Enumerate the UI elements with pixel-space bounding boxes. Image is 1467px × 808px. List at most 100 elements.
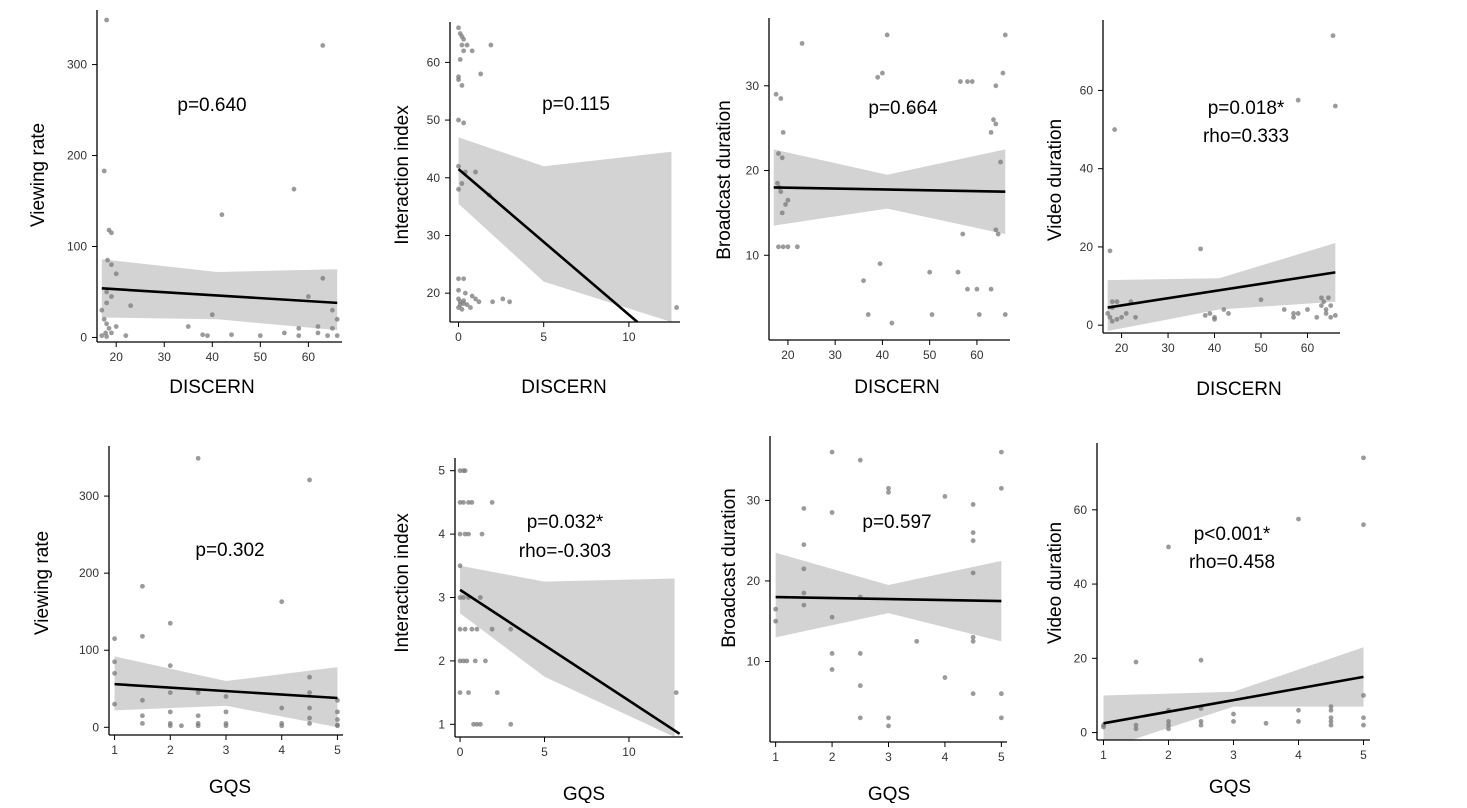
data-point [105, 257, 110, 263]
data-point [1296, 516, 1301, 522]
data-point [1361, 455, 1366, 461]
p-value-annotation: p<0.001* [1194, 524, 1271, 545]
data-point [1361, 522, 1366, 528]
data-point [998, 691, 1004, 697]
x-tick-label: 5 [1360, 748, 1367, 762]
y-tick-label: 0 [80, 330, 87, 344]
data-point [801, 506, 807, 511]
data-point [965, 79, 970, 84]
data-point [970, 538, 976, 544]
plot-area [773, 449, 1004, 729]
data-point [778, 189, 784, 195]
data-point [1295, 97, 1301, 103]
data-point [461, 48, 467, 54]
data-point [1295, 311, 1301, 316]
data-point [1361, 693, 1366, 698]
x-tick-label: 60 [302, 350, 316, 364]
data-point [1291, 311, 1296, 316]
data-point [457, 531, 463, 537]
x-tick-label: 0 [455, 330, 462, 344]
data-point [459, 42, 465, 48]
y-axis-label: Viewing rate [28, 123, 49, 227]
data-point [140, 721, 145, 726]
data-point [456, 186, 461, 192]
data-point [167, 709, 173, 715]
data-point [307, 690, 312, 696]
data-point [1332, 103, 1338, 109]
data-point [1361, 722, 1366, 728]
data-point [476, 299, 482, 305]
data-point [279, 599, 285, 605]
x-axis-label: DISCERN [854, 377, 940, 398]
p-value-annotation: p=0.597 [862, 512, 931, 533]
data-point [779, 210, 785, 216]
data-point [296, 325, 302, 331]
data-point [965, 286, 970, 292]
data-point [865, 312, 871, 317]
data-point [307, 721, 312, 726]
data-point [320, 275, 326, 281]
data-point [1328, 704, 1334, 709]
data-point [970, 530, 976, 536]
data-point [507, 299, 513, 305]
data-point [457, 468, 463, 474]
data-point [469, 48, 475, 54]
data-point [942, 493, 948, 499]
panel-8: 1 2 3 4 5 0 20 40 60 GQS Video duration p<0.001* rho… [1045, 443, 1370, 798]
data-point [1166, 544, 1171, 550]
y-tick-label: 300 [67, 58, 87, 72]
data-point [1109, 318, 1115, 324]
data-point [307, 674, 312, 680]
data-point [1114, 299, 1120, 305]
y-tick-label: 60 [427, 55, 441, 69]
regression-line [1107, 271, 1336, 309]
data-point [195, 690, 201, 696]
data-point [469, 293, 475, 299]
rho-annotation: rho=0.333 [1203, 126, 1289, 147]
data-point [461, 499, 466, 505]
data-point [829, 614, 835, 620]
data-point [1281, 307, 1287, 312]
y-tick-label: 5 [438, 464, 445, 478]
data-point [474, 626, 480, 632]
data-point [1101, 724, 1106, 730]
p-value-annotation: p=0.302 [195, 540, 264, 561]
data-point [334, 333, 340, 339]
y-tick-label: 30 [747, 493, 761, 507]
data-point [1133, 726, 1139, 732]
data-point [942, 675, 948, 680]
data-point [456, 163, 461, 169]
data-point [490, 299, 495, 305]
y-tick-label: 20 [1080, 240, 1094, 254]
y-tick-label: 20 [427, 286, 441, 300]
y-axis-label: Video duration [1045, 119, 1066, 241]
data-point [456, 276, 461, 282]
data-point [794, 244, 800, 250]
rho-annotation: rho=-0.303 [519, 541, 611, 562]
data-point [829, 651, 835, 656]
data-point [1109, 299, 1115, 305]
data-point [889, 320, 895, 326]
plot-area [112, 455, 340, 729]
data-point [1328, 707, 1334, 713]
data-point [1291, 314, 1296, 320]
panel-3: 20 30 40 50 60 10 20 30 DISCERN Broadcast duratio… [714, 18, 1010, 398]
x-tick-label: 20 [110, 350, 124, 364]
y-tick-label: 200 [79, 566, 99, 580]
p-value-annotation: p=0.664 [868, 98, 938, 119]
data-point [861, 278, 866, 284]
x-tick-label: 50 [254, 350, 268, 364]
data-point [829, 449, 835, 455]
data-point [494, 690, 500, 696]
data-point [1328, 719, 1334, 724]
data-point [829, 510, 835, 515]
data-point [998, 485, 1004, 491]
data-point [1002, 312, 1008, 317]
confidence-band [773, 149, 1006, 235]
x-tick-label: 30 [158, 350, 172, 364]
data-point [1114, 316, 1120, 322]
data-point [1105, 311, 1111, 316]
data-point [785, 244, 791, 250]
